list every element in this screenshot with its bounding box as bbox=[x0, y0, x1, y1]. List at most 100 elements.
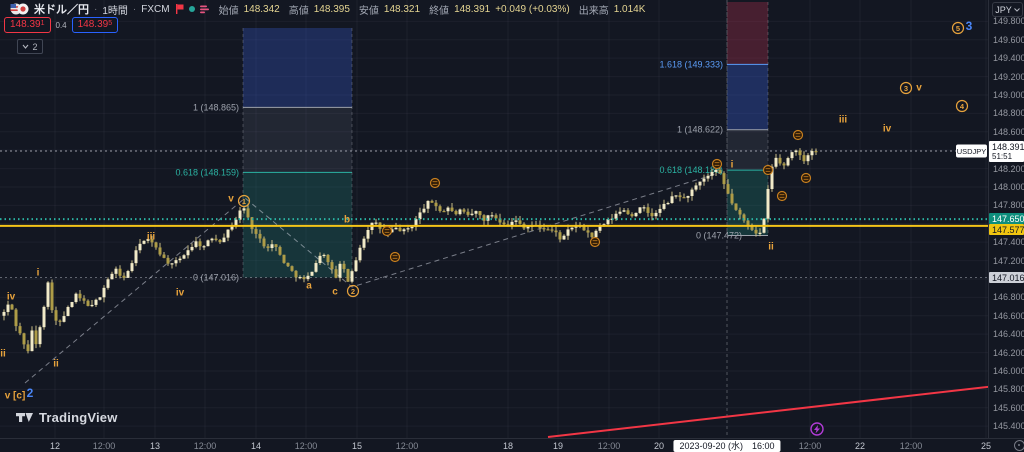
candle-body bbox=[342, 263, 346, 270]
candle-body bbox=[18, 326, 22, 334]
candle-body bbox=[438, 206, 442, 211]
currency-axis-button[interactable]: JPY bbox=[992, 2, 1023, 17]
candle-body bbox=[114, 268, 118, 274]
candle-body bbox=[10, 304, 14, 310]
time-tick-label: 12:00 bbox=[395, 441, 419, 451]
candle-body bbox=[174, 260, 178, 264]
candle-body bbox=[474, 211, 478, 214]
candle-body bbox=[586, 230, 590, 233]
candle-body bbox=[58, 320, 62, 322]
flag-icon[interactable] bbox=[175, 4, 184, 14]
candle-body bbox=[130, 263, 134, 272]
time-tick-label: 19 bbox=[552, 441, 564, 451]
high-value: 148.395 bbox=[313, 3, 350, 15]
chevron-down-icon bbox=[23, 44, 29, 49]
candle-body bbox=[782, 163, 786, 166]
candle-body bbox=[106, 279, 110, 288]
candle-body bbox=[26, 344, 30, 352]
candle-body bbox=[794, 150, 798, 153]
circled-wave-label bbox=[951, 21, 965, 35]
svg-text:2: 2 bbox=[351, 287, 355, 296]
compressed-wave-label-icon bbox=[589, 236, 601, 248]
tradingview-logo[interactable]: TradingView bbox=[16, 410, 118, 425]
candle-body bbox=[690, 189, 694, 197]
price-chart-canvas[interactable]: 1 (148.865)0.618 (148.159)0 (147.016)1.6… bbox=[0, 0, 988, 438]
candle-body bbox=[358, 247, 362, 261]
fib-level-label: 0.618 (148.183) bbox=[659, 165, 723, 175]
candle-body bbox=[562, 235, 566, 240]
fib-level-label: 1 (148.622) bbox=[677, 125, 723, 135]
yellow-horizontal-line-axis-label: 147.577 bbox=[989, 224, 1024, 235]
candle-body bbox=[614, 213, 618, 219]
candle-body bbox=[374, 222, 378, 224]
price-tick-label: 147.200 bbox=[993, 255, 1024, 266]
time-tick-label: 12:00 bbox=[92, 441, 116, 451]
price-tick-label: 148.600 bbox=[993, 126, 1024, 137]
candle-body bbox=[70, 302, 74, 307]
economic-event-icon[interactable] bbox=[810, 422, 824, 436]
price-tick-label: 147.400 bbox=[993, 237, 1024, 248]
candle-body bbox=[198, 241, 202, 247]
candle-body bbox=[486, 215, 490, 221]
candle-body bbox=[654, 212, 658, 217]
price-tick-label: 149.600 bbox=[993, 34, 1024, 45]
legend-collapse-toggle[interactable]: 2 bbox=[17, 39, 43, 54]
candle-body bbox=[218, 240, 222, 243]
candle-body bbox=[430, 200, 434, 203]
currency-label: JPY bbox=[995, 4, 1012, 15]
candle-body bbox=[294, 270, 298, 278]
candle-body bbox=[326, 254, 330, 263]
candle-body bbox=[706, 175, 710, 179]
candle-body bbox=[30, 330, 34, 352]
compressed-wave-label-icon bbox=[800, 172, 812, 184]
candle-body bbox=[526, 226, 530, 229]
candle-body bbox=[154, 242, 158, 248]
volume-label: 出来高 bbox=[578, 5, 609, 17]
candle-body bbox=[222, 237, 226, 243]
fib-zone bbox=[243, 28, 352, 108]
candle-body bbox=[442, 210, 446, 213]
candle-body bbox=[90, 304, 94, 307]
candle-body bbox=[722, 173, 726, 185]
price-axis[interactable]: JPY 149.800 149.600 149.400 149.200 149.000 1… bbox=[988, 0, 1024, 438]
fib-level-label: 1 (148.865) bbox=[193, 102, 239, 112]
legend-separator: · bbox=[94, 3, 98, 15]
candle-body bbox=[246, 208, 250, 218]
price-tick-label: 146.200 bbox=[993, 347, 1024, 358]
candle-body bbox=[558, 232, 562, 240]
chart-legend[interactable]: 米ドル／円 · 1時間 · FXCM 始値 148.342 高値 148.395 安… bbox=[10, 2, 645, 17]
candle-body bbox=[366, 230, 370, 239]
candle-body bbox=[38, 327, 42, 345]
candle-body bbox=[142, 240, 146, 244]
date-marker-label: 2023-09-20 (水) 16:00 bbox=[673, 440, 781, 452]
axis-corner-clock-icon[interactable] bbox=[1014, 440, 1024, 451]
ask-button[interactable]: 148.39 5 bbox=[71, 17, 119, 33]
candle-body bbox=[418, 212, 422, 220]
candle-body bbox=[214, 238, 218, 241]
candle-body bbox=[730, 193, 734, 204]
exchange-label: FXCM bbox=[141, 3, 170, 15]
candle-body bbox=[594, 230, 598, 238]
candle-body bbox=[502, 222, 506, 225]
legend-separator: · bbox=[132, 3, 137, 15]
candle-body bbox=[542, 228, 546, 230]
candle-body bbox=[86, 300, 90, 306]
tradingview-mark-icon bbox=[16, 413, 33, 422]
candle-body bbox=[46, 282, 50, 307]
candle-body bbox=[470, 213, 474, 215]
candle-body bbox=[98, 297, 102, 300]
red-trendline bbox=[547, 385, 988, 438]
symbol-legend-row[interactable]: 米ドル／円 · 1時間 · FXCM 始値 148.342 高値 148.395 安… bbox=[10, 2, 645, 17]
candle-body bbox=[618, 211, 622, 214]
price-line-symbol-tag: USDJPY bbox=[956, 144, 987, 158]
time-axis[interactable]: 2023-09-20 (水) 16:00 12 12:00 13 12:00 14 12:0… bbox=[0, 438, 1024, 452]
compressed-wave-label-icon bbox=[762, 164, 774, 176]
candle-body bbox=[710, 172, 714, 176]
timeframe-label: 1時間 bbox=[102, 5, 128, 17]
candle-body bbox=[702, 178, 706, 182]
candle-body bbox=[478, 211, 482, 216]
wave-label: v [c] bbox=[5, 391, 26, 402]
bid-button[interactable]: 148.39 1 bbox=[4, 17, 51, 33]
current-price-line-axis-label: 148.391 51:51 bbox=[989, 140, 1024, 162]
price-tick-label: 148.800 bbox=[993, 108, 1024, 119]
